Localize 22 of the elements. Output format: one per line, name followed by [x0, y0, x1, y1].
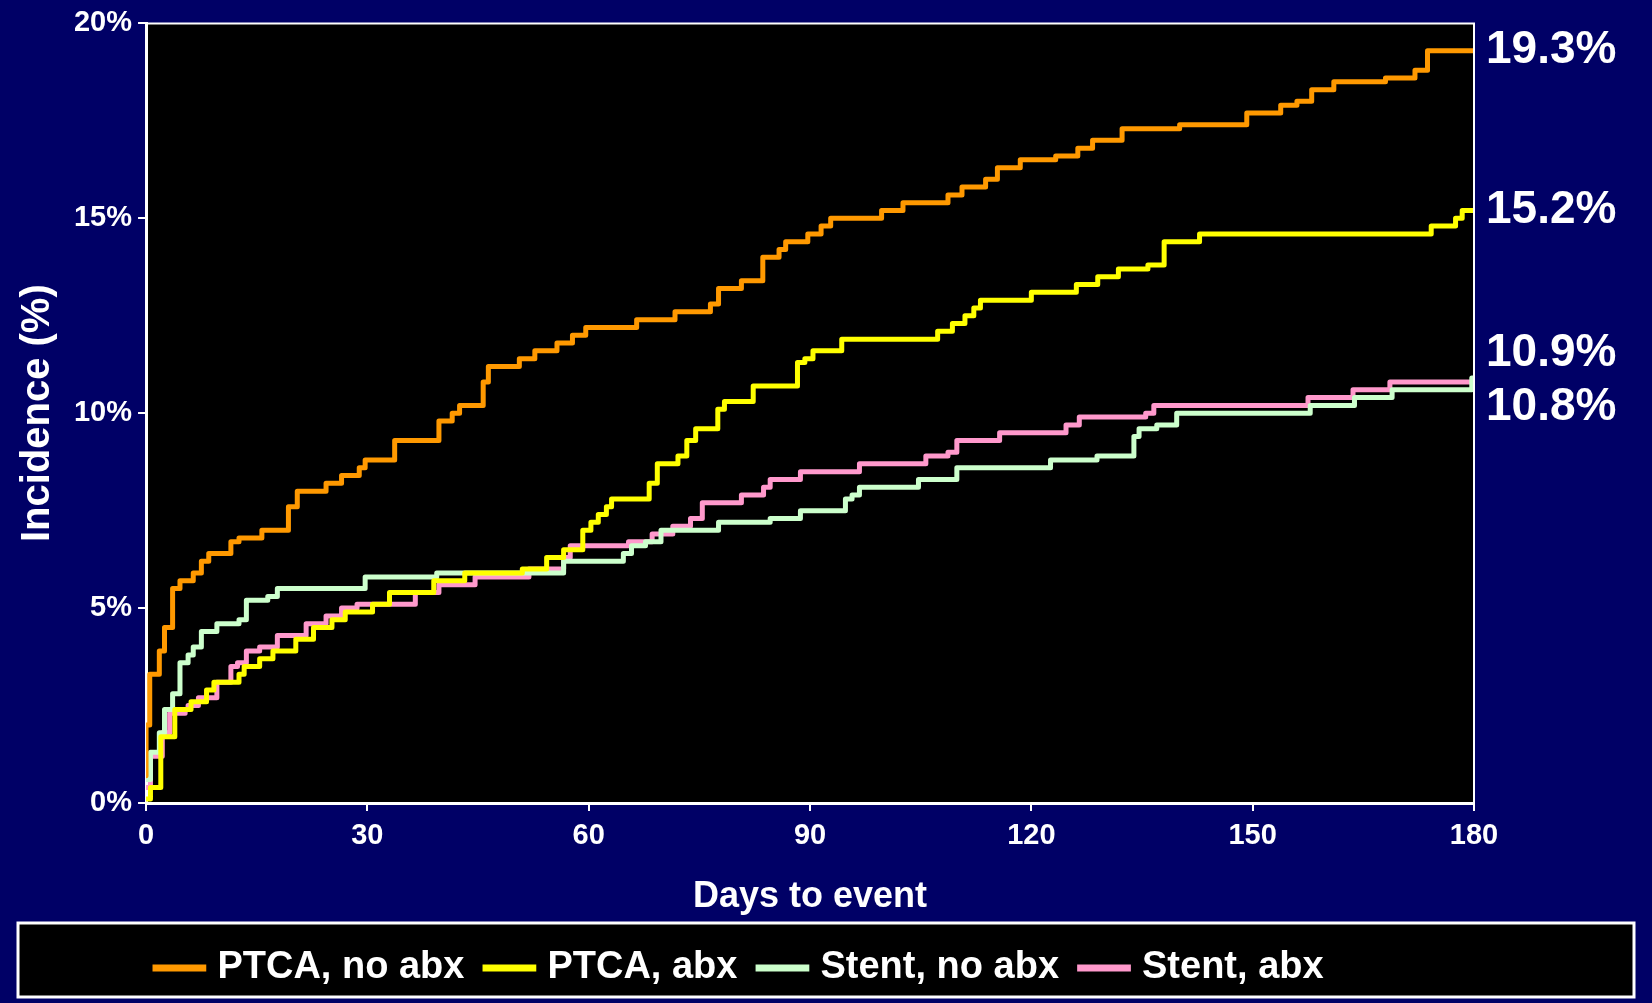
- legend-label: PTCA, abx: [547, 944, 738, 987]
- legend-label: Stent, no abx: [820, 944, 1060, 987]
- y-tick-label: 0%: [90, 785, 133, 817]
- data-label: 10.9%: [1486, 323, 1617, 376]
- x-tick-label: 90: [793, 818, 827, 851]
- legend-label: Stent, abx: [1142, 944, 1324, 987]
- x-tick-label: 60: [572, 818, 605, 851]
- y-tick-label: 20%: [74, 5, 133, 38]
- data-label: 19.3%: [1486, 21, 1617, 74]
- y-tick-label: 5%: [90, 590, 133, 623]
- y-tick-label: 10%: [74, 395, 133, 428]
- x-tick-label: 120: [1007, 818, 1056, 851]
- x-tick-label: 150: [1228, 818, 1277, 851]
- x-axis-title: Days to event: [692, 874, 928, 916]
- x-tick-label: 0: [137, 818, 155, 851]
- x-tick-label: 30: [351, 818, 384, 851]
- data-label: 15.2%: [1486, 181, 1617, 234]
- legend-label: PTCA, no abx: [217, 944, 465, 987]
- y-axis-title: Incidence (%): [13, 284, 58, 543]
- y-tick-label: 15%: [74, 200, 133, 233]
- x-tick-label: 180: [1449, 818, 1499, 851]
- data-label: 10.8%: [1486, 377, 1617, 430]
